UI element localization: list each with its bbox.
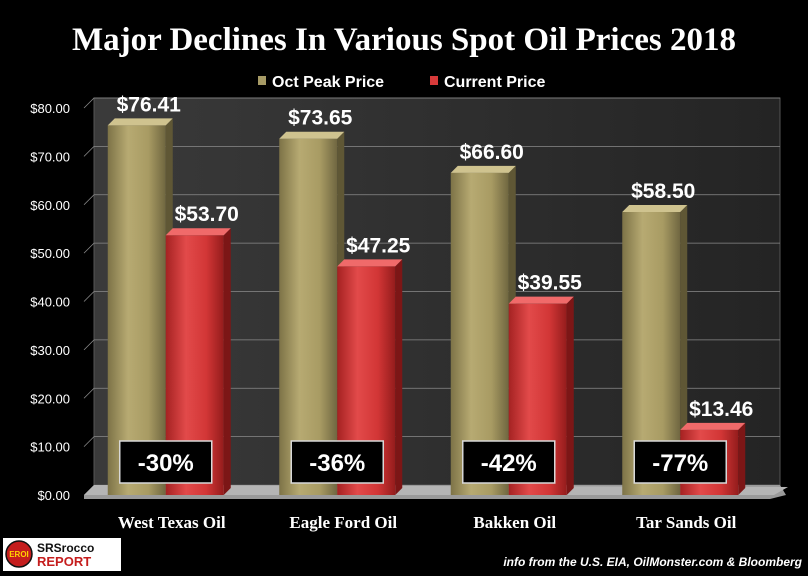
data-label: $73.65 bbox=[288, 107, 353, 130]
decline-box bbox=[462, 440, 556, 484]
bar-top bbox=[337, 259, 403, 267]
legend-swatch bbox=[430, 76, 438, 85]
y-tick-label: $20.00 bbox=[30, 391, 70, 406]
bar bbox=[279, 138, 338, 495]
y-tick-label: $60.00 bbox=[30, 198, 70, 213]
gridline bbox=[83, 97, 780, 109]
logo-badge bbox=[5, 540, 33, 568]
gridline bbox=[83, 291, 780, 302]
decline-box bbox=[290, 440, 384, 484]
bar-side bbox=[680, 205, 688, 495]
data-label: $66.60 bbox=[460, 141, 524, 164]
x-tick-label: West Texas Oil bbox=[118, 513, 226, 532]
x-tick-label: Tar Sands Oil bbox=[636, 513, 736, 532]
srsrocco-logo: EROI SRSrocco REPORT bbox=[3, 538, 121, 571]
gridline bbox=[83, 242, 780, 254]
plot-area: $0.00 $10.00 $20.00 $30.00 $40.00 $50.00 $60.0… bbox=[30, 93, 788, 532]
gridline bbox=[83, 194, 780, 206]
decline-box bbox=[633, 440, 727, 484]
bar-top bbox=[450, 165, 516, 173]
logo-line2: REPORT bbox=[37, 554, 91, 569]
decline-label: -30% bbox=[138, 450, 194, 477]
y-tick-label: $50.00 bbox=[30, 246, 70, 261]
data-label: $53.70 bbox=[175, 203, 239, 226]
bar-top bbox=[622, 205, 688, 213]
source-note: info from the U.S. EIA, OilMonster.com &… bbox=[503, 555, 802, 569]
gridline bbox=[83, 145, 780, 157]
bar-top bbox=[508, 296, 574, 304]
x-tick-label: Bakken Oil bbox=[473, 513, 556, 532]
data-label: $39.55 bbox=[518, 272, 583, 295]
decline-label: -42% bbox=[481, 450, 537, 477]
bar-side bbox=[223, 228, 231, 495]
data-label: $76.41 bbox=[117, 93, 182, 116]
bar-top bbox=[680, 422, 746, 430]
logo-line1: SRSrocco bbox=[37, 541, 94, 555]
bar-top bbox=[279, 131, 345, 139]
y-tick-label: $30.00 bbox=[30, 343, 70, 358]
y-tick-label: $0.00 bbox=[37, 488, 70, 503]
y-tick-label: $10.00 bbox=[30, 440, 70, 455]
chart-title: Major Declines In Various Spot Oil Price… bbox=[72, 22, 736, 58]
x-tick-label: Eagle Ford Oil bbox=[289, 513, 397, 532]
bar-top bbox=[107, 118, 173, 126]
y-tick-label: $80.00 bbox=[30, 101, 70, 116]
y-tick-label: $40.00 bbox=[30, 295, 70, 310]
bar-side bbox=[738, 422, 746, 495]
legend-swatch bbox=[258, 76, 266, 85]
data-label: $13.46 bbox=[689, 398, 753, 421]
legend: Oct Peak Price Current Price bbox=[258, 74, 545, 91]
decline-label: -36% bbox=[309, 450, 365, 477]
bar-side bbox=[566, 296, 574, 495]
bar-side bbox=[395, 259, 403, 495]
data-label: $58.50 bbox=[631, 180, 695, 203]
y-tick-label: $70.00 bbox=[30, 149, 70, 164]
plot-floor-top bbox=[84, 485, 788, 495]
legend-label: Current Price bbox=[444, 74, 545, 91]
logo-badge-text: EROI bbox=[9, 550, 29, 559]
bar bbox=[107, 125, 166, 495]
legend-label: Oct Peak Price bbox=[272, 74, 384, 91]
decline-label: -77% bbox=[652, 450, 708, 477]
bar-top bbox=[165, 228, 231, 236]
data-label: $47.25 bbox=[346, 234, 411, 257]
decline-box bbox=[119, 440, 213, 484]
